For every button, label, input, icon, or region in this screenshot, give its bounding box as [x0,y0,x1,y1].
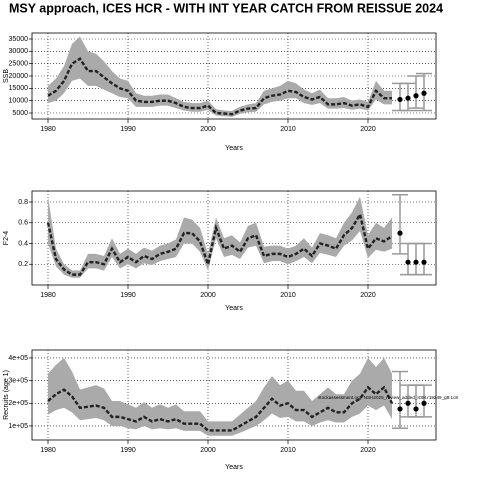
y-tick-label: 0.4 [18,240,28,247]
x-tick-label: 2020 [360,126,376,133]
y-tick-label: 1e+05 [8,423,28,430]
x-tick-label: 2020 [360,447,376,454]
x-axis-label: Years [225,464,243,471]
plot-frame [31,190,437,286]
x-tick-label: 1990 [120,292,136,299]
plot-frame [31,349,437,441]
y-axis-label: Recruits (age 1) [3,370,10,420]
y-tick-label: 30000 [9,48,29,55]
forecast-point [421,400,427,406]
x-tick-label: 1980 [40,447,56,454]
x-tick-label: 2010 [280,447,296,454]
confidence-band [48,196,392,278]
y-tick-label: 0.2 [18,261,28,268]
estimate-line [47,385,394,432]
x-tick-label: 1980 [40,292,56,299]
x-tick-label: 2000 [200,292,216,299]
forecast-point [405,259,411,265]
y-tick-label: 35000 [9,36,29,43]
forecast-point [397,230,403,236]
y-axis-label: F2-4 [3,231,10,246]
estimate-line [47,57,392,116]
y-tick-label: 5000 [12,110,28,117]
plot-frame [31,32,437,120]
y-tick-label: 3e+05 [8,377,28,384]
page-title: MSY approach, ICES HCR - WITH INT YEAR C… [9,1,443,15]
x-tick-label: 1990 [120,126,136,133]
forecast-point [413,406,419,412]
x-tick-label: 2010 [280,126,296,133]
x-tick-label: 2010 [280,292,296,299]
forecast-point [421,90,427,96]
x-tick-label: 1980 [40,126,56,133]
forecast-point [413,93,419,99]
y-tick-label: 20000 [9,73,29,80]
forecast-point [413,259,419,265]
x-tick-label: 1990 [120,447,136,454]
x-tick-label: 2000 [200,126,216,133]
y-tick-label: 2e+05 [8,400,28,407]
x-axis-label: Years [225,145,243,152]
y-tick-label: 4e+05 [8,355,28,362]
x-axis-label: Years [225,305,243,312]
forecast-point [405,95,411,101]
forecast-point [397,406,403,412]
x-tick-label: 2000 [200,447,216,454]
y-axis-label: SSB [3,69,10,83]
annotation: stockassessment.org, NSH2025_review_adde… [318,395,458,400]
forecast-point [421,259,427,265]
x-tick-label: 2020 [360,292,376,299]
y-tick-label: 25000 [9,61,29,68]
y-tick-label: 0.6 [18,220,28,227]
forecast-point [405,400,411,406]
y-tick-label: 0.8 [18,199,28,206]
y-tick-label: 15000 [9,85,29,92]
forecast-point [397,96,403,103]
y-tick-label: 10000 [9,98,29,105]
confidence-band [48,357,392,436]
